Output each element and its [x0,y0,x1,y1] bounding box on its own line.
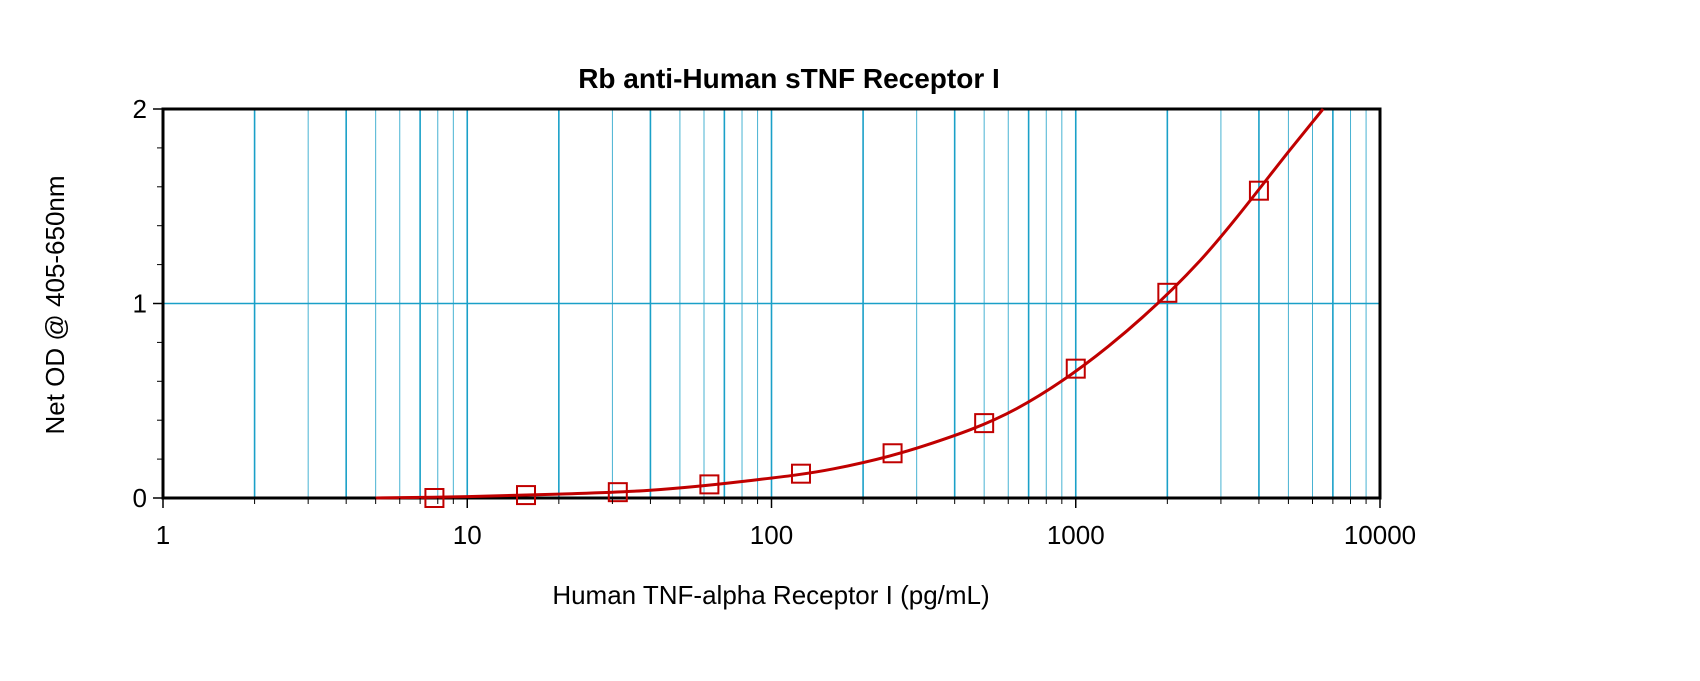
data-point [1157,282,1178,303]
data-point [607,482,628,503]
y-tick-label: 1 [133,289,147,319]
data-point [974,413,995,434]
y-tick-label: 2 [133,94,147,124]
fit-curve [375,108,1325,500]
x-tick-label: 10 [453,520,482,550]
y-axis-label: Net OD @ 405-650nm [40,175,70,434]
x-axis-label: Human TNF-alpha Receptor I (pg/mL) [552,580,989,610]
chart-title: Rb anti-Human sTNF Receptor I [578,63,1000,94]
data-point [882,443,903,464]
data-points [424,180,1269,508]
data-point [790,463,811,484]
grid-lines [163,109,1380,498]
x-tick-label: 100 [750,520,793,550]
data-point [424,488,445,508]
x-tick-label: 1000 [1047,520,1105,550]
x-tick-label: 1 [156,520,170,550]
y-tick-label: 0 [133,483,147,513]
fit-curve-layer [375,108,1325,500]
data-point [516,485,537,506]
x-tick-label: 10000 [1344,520,1416,550]
data-point [1065,358,1086,379]
data-point [1248,180,1269,201]
data-point [699,474,720,495]
